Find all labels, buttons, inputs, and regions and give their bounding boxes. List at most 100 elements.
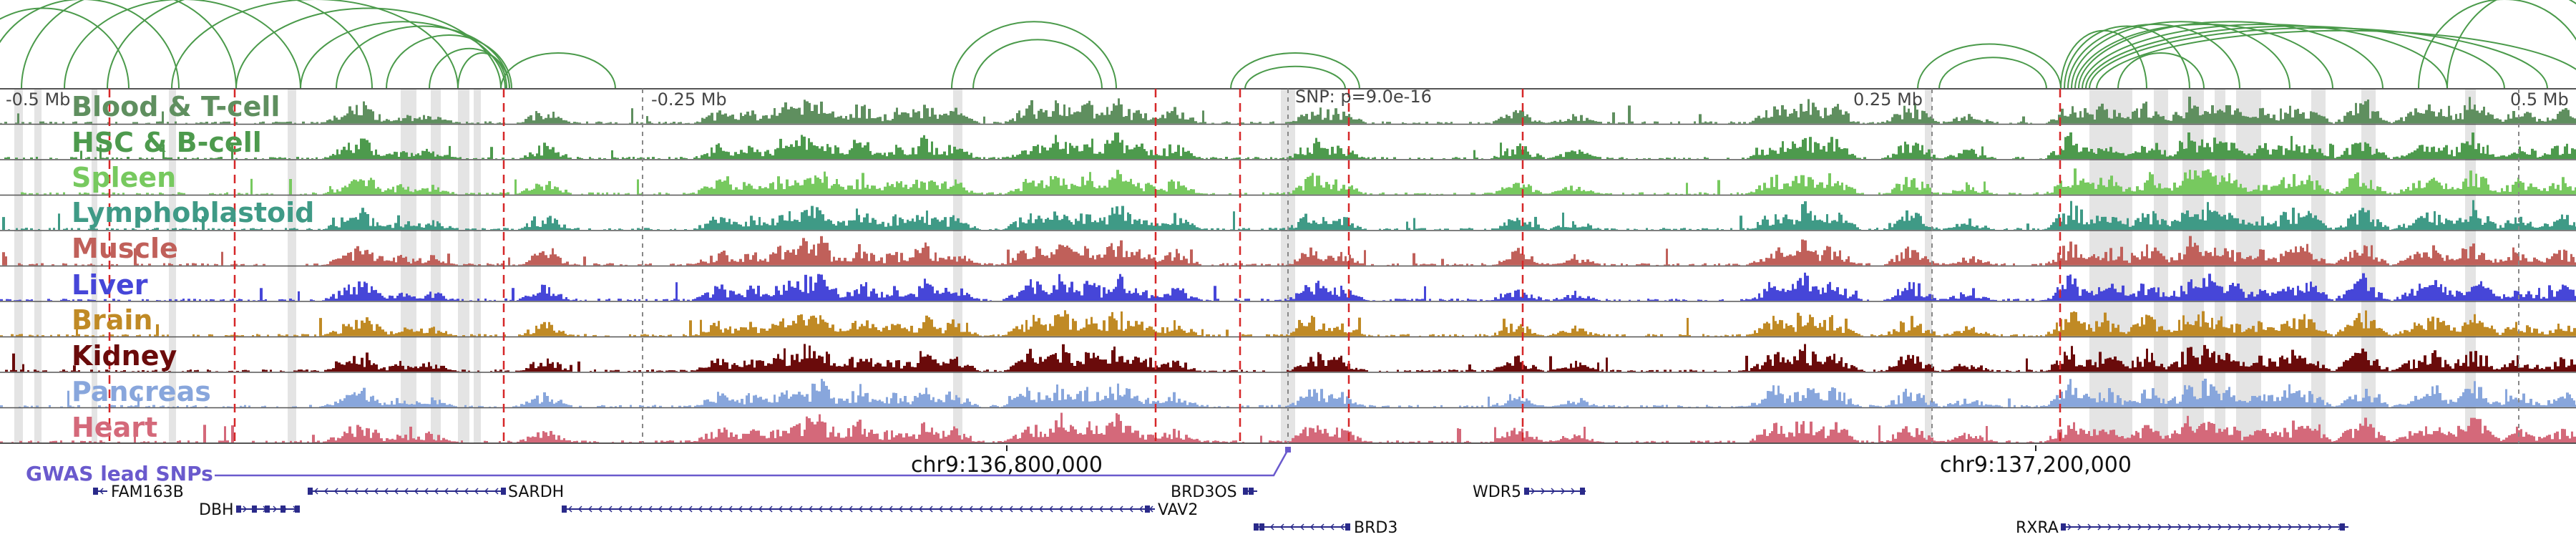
signal-bar: [1020, 290, 1023, 301]
signal-bar: [716, 286, 718, 301]
signal-bar: [1019, 217, 1022, 230]
signal-bar: [1844, 289, 1847, 301]
signal-bar: [704, 261, 707, 266]
signal-bar: [958, 256, 961, 266]
signal-bar: [386, 299, 389, 301]
signal-bar: [2293, 150, 2296, 159]
signal-bar: [1809, 137, 1812, 159]
signal-bar: [2509, 118, 2512, 124]
signal-bar: [1903, 221, 1906, 230]
signal-bar: [332, 217, 335, 230]
signal-bar: [1828, 142, 1830, 159]
interaction-arc: [2418, 0, 2576, 90]
signal-bar: [1166, 191, 1168, 195]
signal-bar: [2484, 178, 2487, 195]
signal-bar: [1033, 146, 1035, 159]
signal-bar: [937, 118, 939, 124]
signal-bar: [1317, 115, 1319, 124]
signal-bar: [1945, 122, 1948, 124]
signal-bar: [867, 296, 870, 301]
signal-bar: [162, 111, 164, 124]
signal-bar: [1481, 158, 1483, 159]
signal-bar: [1330, 291, 1332, 301]
signal-bar: [1171, 179, 1173, 195]
signal-bar: [866, 213, 869, 230]
signal-bar: [670, 229, 672, 230]
signal-bar: [2362, 273, 2365, 301]
signal-bar: [2398, 225, 2401, 230]
signal-bar: [2285, 148, 2288, 159]
signal-bar: [2459, 218, 2462, 230]
signal-bar: [431, 185, 434, 195]
signal-bar: [1014, 156, 1016, 159]
signal-bar: [920, 137, 923, 159]
signal-bar: [756, 189, 758, 195]
signal-bar: [2436, 225, 2438, 230]
signal-bar: [336, 149, 338, 159]
signal-bar: [1760, 118, 1762, 124]
signal-bar: [2220, 216, 2223, 230]
signal-bar: [207, 263, 209, 266]
signal-bar: [789, 186, 791, 195]
signal-bar: [122, 334, 125, 337]
signal-bar: [2469, 97, 2471, 124]
signal-bar: [2253, 153, 2256, 159]
signal-bar: [452, 228, 454, 230]
signal-bar: [1829, 281, 1831, 301]
signal-bar: [203, 122, 205, 124]
signal-bar: [1983, 122, 1986, 124]
signal-bar: [2551, 290, 2553, 301]
signal-bar: [1141, 258, 1143, 266]
signal-bar: [1088, 214, 1091, 230]
signal-bar: [1728, 122, 1730, 124]
signal-bar: [2195, 286, 2197, 301]
signal-bar: [686, 193, 688, 195]
signal-bar: [1741, 193, 1743, 195]
signal-bar: [1688, 158, 1691, 159]
signal-bar: [2492, 294, 2495, 301]
signal-bar: [452, 122, 455, 124]
signal-bar: [814, 175, 816, 195]
signal-bar: [2150, 224, 2152, 230]
signal-bar: [1576, 259, 1579, 266]
signal-bar: [1415, 228, 1418, 230]
signal-bar: [698, 122, 701, 124]
signal-bar: [2371, 245, 2373, 266]
signal-bar: [2262, 249, 2265, 266]
signal-bar: [1018, 110, 1020, 124]
signal-bar: [1926, 153, 1928, 159]
signal-bar: [965, 223, 967, 230]
signal-bar: [469, 229, 472, 230]
signal-bar: [335, 299, 338, 301]
signal-bar: [989, 229, 992, 230]
signal-bar: [567, 299, 570, 301]
signal-bar: [415, 154, 417, 159]
signal-bar: [1513, 183, 1515, 195]
signal-bar: [765, 115, 768, 124]
signal-bar: [838, 258, 841, 266]
signal-bar: [369, 109, 372, 124]
signal-bar: [643, 158, 645, 159]
signal-bar: [2140, 284, 2142, 301]
signal-bar: [31, 299, 33, 301]
signal-bar: [1896, 255, 1898, 266]
signal-bar: [813, 244, 815, 266]
signal-bar: [1674, 157, 1676, 159]
signal-bar: [16, 300, 19, 301]
signal-bar: [1498, 261, 1501, 266]
signal-bar: [2217, 110, 2219, 124]
signal-bar: [915, 296, 918, 301]
signal-bar: [2113, 110, 2116, 124]
signal-bar: [2448, 154, 2451, 159]
signal-bar: [819, 210, 821, 230]
signal-bar: [1342, 111, 1345, 124]
signal-bar: [2331, 299, 2333, 301]
signal-bar: [1330, 256, 1332, 266]
signal-bar: [1294, 259, 1296, 266]
signal-bar: [528, 227, 531, 230]
signal-bar: [591, 158, 594, 159]
signal-bar: [2122, 285, 2124, 301]
signal-bar: [525, 262, 528, 266]
signal-bar: [1068, 247, 1070, 266]
signal-bar: [1937, 122, 1940, 124]
